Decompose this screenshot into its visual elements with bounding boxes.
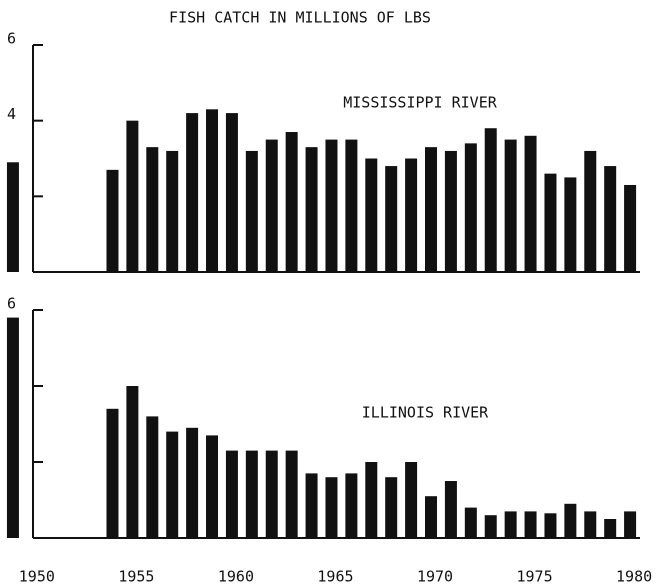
bar	[285, 132, 298, 272]
x-tick-label: 1965	[317, 568, 353, 586]
bar	[305, 147, 318, 272]
bar	[126, 120, 139, 273]
bar	[484, 515, 497, 538]
chart-title: FISH CATCH IN MILLIONS OF LBS	[169, 9, 431, 27]
bar	[225, 450, 238, 538]
bar	[405, 158, 418, 272]
bar	[325, 477, 338, 538]
bar	[245, 150, 258, 272]
bar	[524, 511, 537, 538]
bar	[624, 184, 637, 272]
bar	[444, 150, 457, 272]
bar	[584, 511, 597, 538]
bar	[6, 162, 19, 272]
bar	[345, 473, 358, 538]
bar	[305, 473, 318, 538]
bar	[126, 386, 139, 538]
bar	[444, 481, 457, 538]
bar	[345, 139, 358, 272]
bar	[484, 128, 497, 272]
x-tick-label: 1950	[19, 568, 55, 586]
bar	[265, 139, 278, 272]
bar	[504, 511, 517, 538]
bar	[146, 147, 159, 272]
x-tick-label: 1960	[218, 568, 254, 586]
bar	[265, 450, 278, 538]
x-tick-label: 1980	[616, 568, 652, 586]
bar	[604, 166, 617, 272]
y-tick-label: 4	[7, 105, 16, 123]
bar	[524, 135, 537, 272]
y-tick-label: 6	[7, 295, 16, 313]
bar	[365, 462, 378, 538]
bar	[405, 462, 418, 538]
bar	[544, 173, 557, 272]
bar	[624, 511, 637, 538]
bar	[166, 431, 179, 538]
bar	[544, 513, 557, 538]
bar	[166, 150, 179, 272]
bar	[385, 166, 398, 272]
bar	[106, 169, 119, 272]
x-tick-label: 1975	[516, 568, 552, 586]
bar	[325, 139, 338, 272]
bar	[385, 477, 398, 538]
bar	[186, 427, 199, 538]
bar	[186, 113, 199, 272]
annotation: MISSISSIPPI RIVER	[343, 94, 497, 112]
bar	[245, 450, 258, 538]
bar	[564, 503, 577, 538]
bar	[146, 416, 159, 538]
bar	[425, 496, 438, 538]
bar	[285, 450, 298, 538]
bar	[206, 109, 219, 272]
bar	[584, 150, 597, 272]
bar	[425, 147, 438, 272]
bar	[225, 113, 238, 272]
annotation: ILLINOIS RIVER	[362, 404, 489, 422]
bar	[564, 177, 577, 272]
bar	[106, 408, 119, 538]
bar	[6, 317, 19, 538]
bar	[206, 435, 219, 538]
bar	[464, 507, 477, 538]
x-tick-label: 1955	[118, 568, 154, 586]
x-tick-label: 1970	[417, 568, 453, 586]
bar	[504, 139, 517, 272]
bar	[365, 158, 378, 272]
bar	[464, 143, 477, 272]
bar	[604, 519, 617, 538]
y-tick-label: 6	[7, 30, 16, 48]
